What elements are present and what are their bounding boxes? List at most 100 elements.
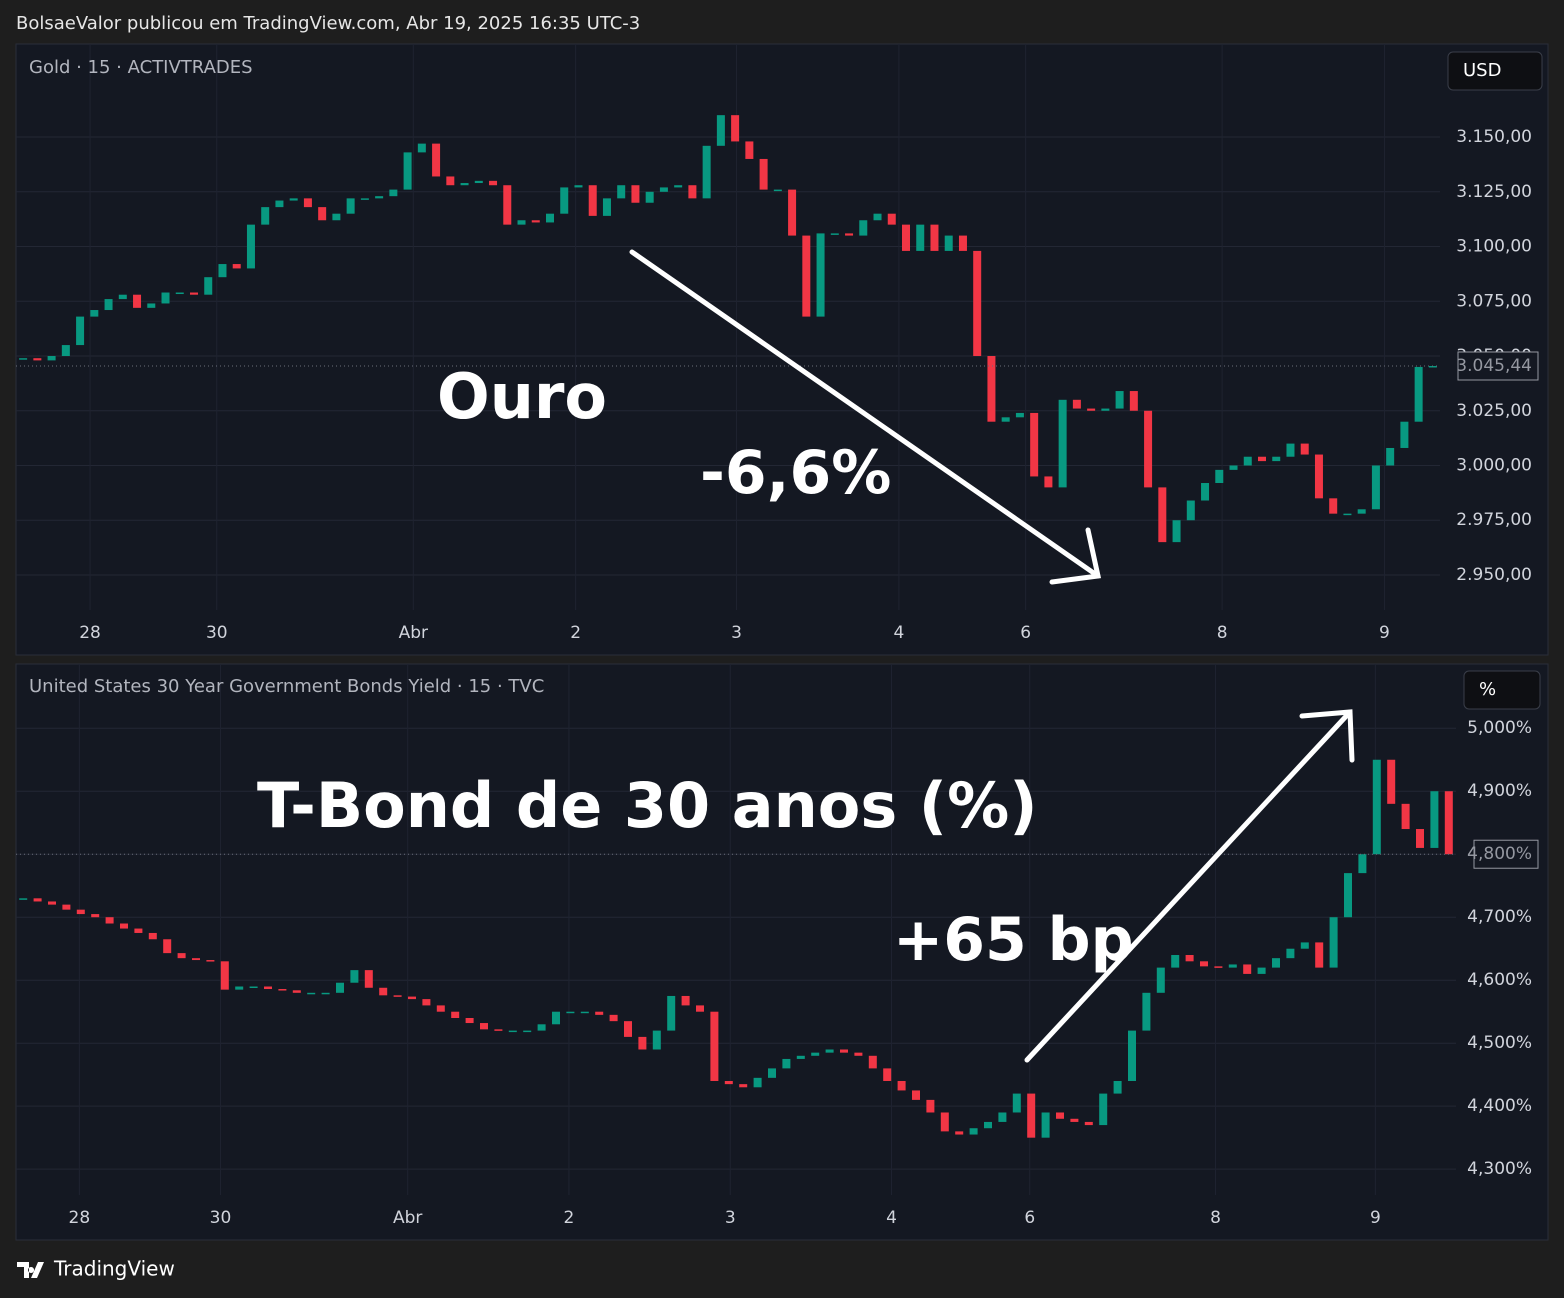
candle xyxy=(1172,520,1181,543)
candle xyxy=(1343,513,1352,516)
x-tick-label: 9 xyxy=(1370,1208,1381,1228)
candle xyxy=(1430,791,1439,848)
candle xyxy=(1272,456,1281,462)
candle xyxy=(1357,509,1366,514)
candle xyxy=(1215,469,1224,484)
candle xyxy=(674,185,683,188)
candle xyxy=(840,1049,848,1053)
candle xyxy=(1041,1112,1050,1138)
x-tick-label: 30 xyxy=(210,1208,232,1228)
candle xyxy=(759,158,768,190)
y-tick-label: 4,400% xyxy=(1467,1096,1532,1116)
candle xyxy=(702,145,711,199)
y-tick-label: 2.950,00 xyxy=(1456,565,1532,585)
candle xyxy=(955,1131,964,1135)
candle xyxy=(1099,1093,1108,1126)
candle xyxy=(716,115,725,146)
candle xyxy=(796,1055,805,1059)
candle xyxy=(47,356,56,361)
candle xyxy=(120,923,128,929)
candle xyxy=(177,953,186,959)
candle xyxy=(1201,483,1210,501)
candle xyxy=(220,961,229,990)
candle xyxy=(379,987,388,996)
candle xyxy=(617,185,626,199)
candle xyxy=(264,986,272,990)
candle xyxy=(389,189,398,197)
candle xyxy=(517,220,526,225)
candle xyxy=(33,898,42,902)
chart-title: United States 30 Year Government Bonds Y… xyxy=(29,676,544,697)
candle xyxy=(48,901,56,905)
x-tick-label: 28 xyxy=(69,1208,91,1228)
candle xyxy=(1115,391,1124,409)
candle xyxy=(489,180,498,186)
candle xyxy=(292,990,301,993)
candle xyxy=(1214,966,1223,968)
candle xyxy=(1387,759,1396,804)
candle xyxy=(360,198,369,200)
arrows xyxy=(629,249,1355,1063)
x-tick-label: Abr xyxy=(399,623,428,643)
candle xyxy=(76,316,85,346)
candle xyxy=(1329,498,1338,514)
annotation: T-Bond de 30 anos (%) xyxy=(257,769,1038,842)
candle xyxy=(289,198,298,201)
candle xyxy=(969,1128,978,1135)
logo xyxy=(17,1262,44,1278)
x-tick-label: 28 xyxy=(79,623,101,643)
candle xyxy=(318,207,327,221)
candle xyxy=(204,277,213,295)
candle xyxy=(1030,412,1039,477)
candle xyxy=(133,294,142,308)
candle xyxy=(474,180,483,184)
candle xyxy=(659,187,668,192)
y-tick-label: 4,600% xyxy=(1467,970,1532,990)
candle xyxy=(1044,476,1053,488)
x-tick-label: 30 xyxy=(206,623,228,643)
candle xyxy=(436,1005,445,1012)
candle xyxy=(332,213,341,221)
candle xyxy=(773,189,782,192)
candle xyxy=(1156,967,1165,993)
annotation: +65 bp xyxy=(893,905,1134,975)
candle xyxy=(1012,1093,1021,1113)
candle xyxy=(1001,417,1010,422)
unit-badge xyxy=(1447,51,1543,91)
candle xyxy=(782,1058,791,1069)
candle xyxy=(753,1077,762,1088)
candle xyxy=(1084,1121,1093,1126)
candle xyxy=(375,196,384,199)
candle xyxy=(76,909,85,915)
candle xyxy=(1015,412,1024,418)
byline: BolsaeValor publicou em TradingView.com,… xyxy=(16,13,640,34)
candle xyxy=(1286,948,1295,959)
last-price-box xyxy=(1473,839,1539,869)
arrow-head xyxy=(1299,709,1355,763)
candle xyxy=(638,1036,647,1050)
candle xyxy=(249,986,258,989)
candle xyxy=(417,143,426,153)
candle xyxy=(163,939,172,954)
candle xyxy=(134,928,143,933)
candle xyxy=(33,358,42,361)
x-tick-label: 3 xyxy=(725,1208,736,1228)
candle xyxy=(788,189,797,236)
candle xyxy=(1200,961,1208,967)
candle xyxy=(261,207,270,225)
candle xyxy=(403,152,412,190)
candle xyxy=(1129,391,1138,411)
candle xyxy=(19,898,28,900)
candle xyxy=(566,1011,575,1014)
y-tick-label: 3.025,00 xyxy=(1456,401,1532,421)
candle xyxy=(552,1011,560,1025)
brand-name: TradingView xyxy=(53,1257,175,1281)
y-tick-label: 3.100,00 xyxy=(1456,237,1532,257)
candle xyxy=(190,292,198,295)
x-tick-label: 6 xyxy=(1020,623,1031,643)
candle xyxy=(868,1055,877,1069)
candle xyxy=(1087,408,1096,411)
candle xyxy=(118,294,127,300)
